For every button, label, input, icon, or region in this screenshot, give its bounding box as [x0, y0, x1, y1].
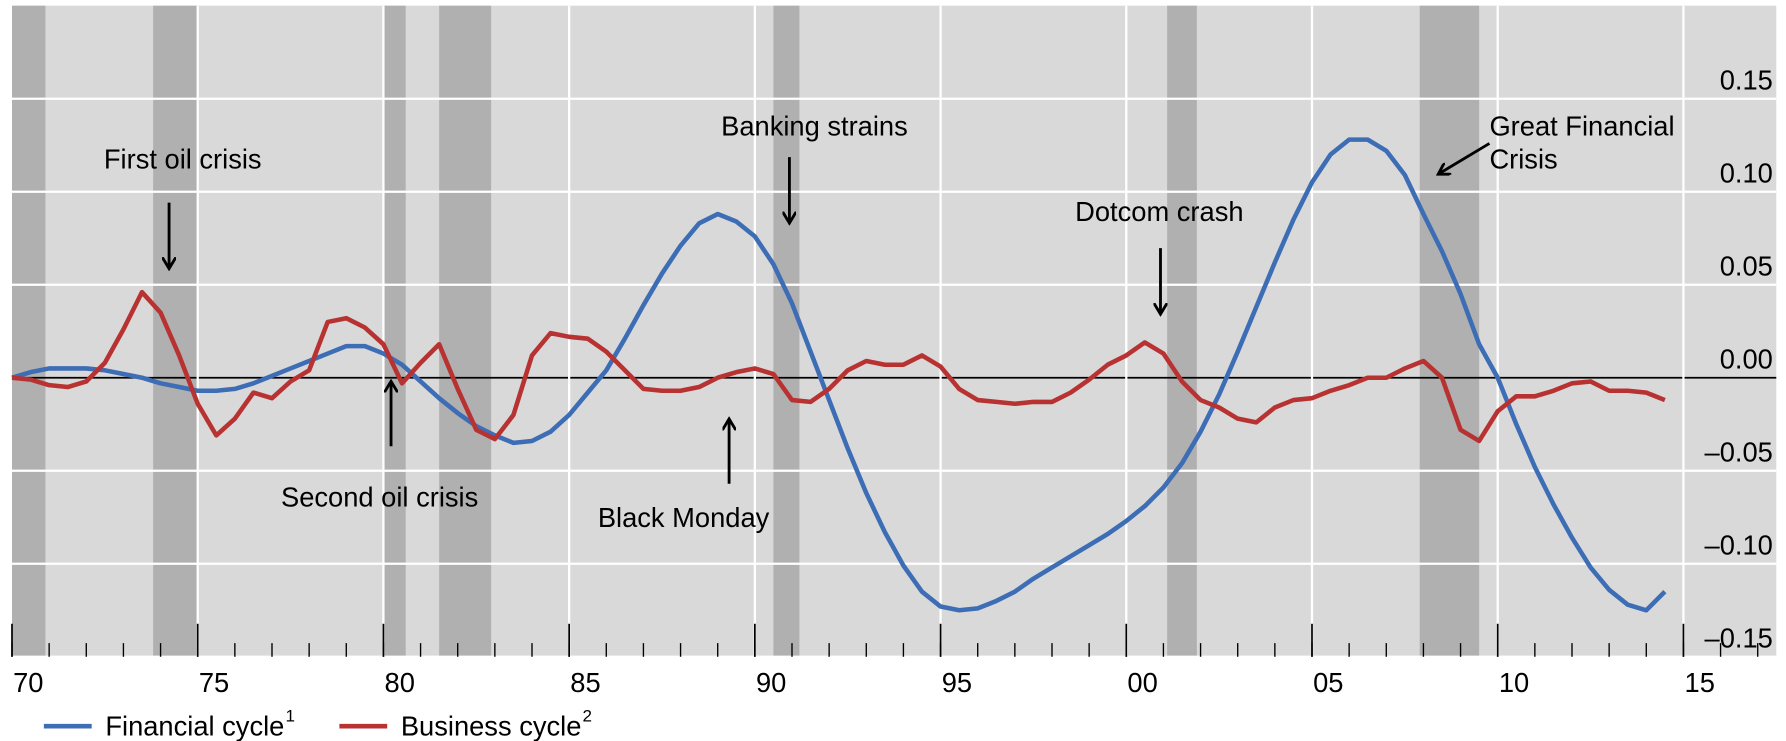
recession-band	[1167, 5, 1197, 657]
annotation: Dotcom crash	[1075, 196, 1243, 227]
series-line	[11, 137, 1667, 613]
recession-band	[1419, 5, 1480, 657]
y-tick-label: –0.10	[1705, 530, 1773, 561]
legend-label: Financial cycle	[105, 710, 284, 741]
recession-band	[773, 5, 800, 657]
legend-note: 1	[286, 707, 296, 726]
x-tick-label: 90	[756, 667, 786, 698]
series-line	[11, 289, 1666, 444]
x-tick-label: 00	[1127, 667, 1157, 698]
y-tick-label: 0.10	[1720, 158, 1773, 189]
x-tick-label: 75	[199, 667, 229, 698]
y-tick-label: 0.15	[1720, 65, 1773, 96]
x-tick-label: 15	[1685, 667, 1715, 698]
annotation: Second oil crisis	[281, 482, 478, 513]
annotation: Banking strains	[721, 110, 908, 141]
annotation: Crisis	[1489, 143, 1557, 174]
y-tick-label: –0.05	[1705, 437, 1773, 468]
legend-label: Business cycle	[401, 710, 582, 741]
recession-band	[439, 5, 492, 657]
annotation: First oil crisis	[104, 143, 262, 174]
recession-band	[153, 5, 198, 657]
recession-band	[383, 5, 406, 657]
x-tick-label: 80	[385, 667, 415, 698]
y-tick-label: –0.15	[1705, 623, 1773, 654]
x-tick-label: 85	[570, 667, 600, 698]
annotation: Great Financial	[1489, 110, 1674, 141]
x-tick-label: 70	[13, 667, 43, 698]
annotation-arrow	[1438, 142, 1491, 174]
plot-background	[11, 5, 1777, 657]
legend-note: 2	[583, 707, 593, 726]
recession-band	[11, 5, 46, 657]
x-tick-label: 10	[1499, 667, 1529, 698]
x-tick-label: 05	[1313, 667, 1343, 698]
y-tick-label: 0.00	[1720, 344, 1773, 375]
x-tick-label: 95	[942, 667, 972, 698]
y-tick-label: 0.05	[1720, 251, 1773, 282]
annotation: Black Monday	[598, 502, 770, 533]
